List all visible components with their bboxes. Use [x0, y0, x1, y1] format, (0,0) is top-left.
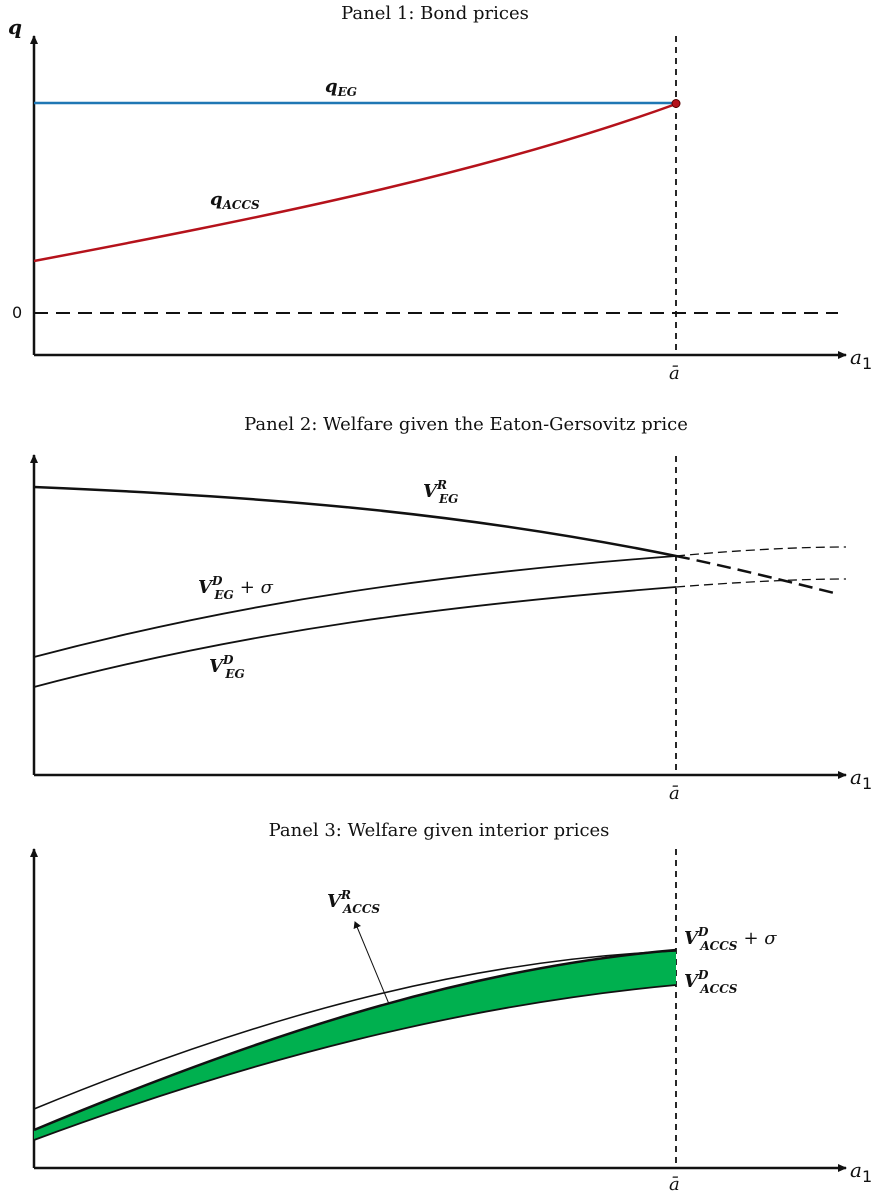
panel-3-threshold-label: ā: [669, 1174, 680, 1195]
v-r-accs-curve: [33, 950, 677, 1110]
v-d-eg-sigma-curve: [33, 555, 677, 658]
panel-1-title: Panel 1: Bond prices: [341, 3, 529, 24]
v-d-accs-curve: [33, 984, 677, 1141]
v-d-eg-sigma-extension: [675, 546, 847, 557]
panel-2-title: Panel 2: Welfare given the Eaton-Gersovi…: [244, 414, 688, 435]
v-d-eg-label: VD EG: [209, 653, 245, 681]
v-r-eg-label: VR EG: [423, 478, 458, 506]
v-r-accs-pointer: [353, 921, 390, 1005]
panel-1-zero-label: 0: [12, 303, 22, 322]
panel-2: Panel 2: Welfare given the Eaton-Gersovi…: [30, 414, 872, 804]
q-accs-curve: [33, 102, 677, 263]
panel-1-y-axis-label: q: [8, 15, 22, 39]
panel-1-x-axis-label: a1: [850, 345, 872, 373]
v-d-accs-sigma-label: VD ACCS + σ: [684, 925, 777, 953]
panel-3: Panel 3: Welfare given interior prices a…: [30, 820, 872, 1195]
welfare-gain-band: [34, 950, 676, 1140]
v-d-eg-sigma-label: VD EG + σ: [198, 574, 274, 602]
v-d-accs-sigma-curve: [33, 948, 677, 1132]
panel-1-intersection-dot: [671, 99, 681, 108]
v-r-eg-extension: [675, 554, 839, 596]
panel-3-x-axis-label: a1: [850, 1158, 872, 1186]
panel-1-threshold-label: ā: [669, 363, 680, 384]
panel-3-title: Panel 3: Welfare given interior prices: [269, 820, 610, 841]
v-d-eg-curve: [33, 586, 677, 688]
v-d-eg-extension: [675, 578, 847, 588]
v-r-eg-curve: [33, 485, 677, 558]
panel-2-x-axis-label: a1: [850, 765, 872, 793]
q-accs-label: qACCS: [210, 189, 260, 212]
panel-2-threshold-label: ā: [669, 783, 680, 804]
v-r-accs-label: VR ACCS: [327, 888, 380, 916]
q-eg-label: qEG: [325, 76, 357, 99]
panel-1: Panel 1: Bond prices q a1 0 ā qEG qACCS: [8, 3, 872, 384]
v-d-accs-label: VD ACCS: [684, 968, 738, 996]
